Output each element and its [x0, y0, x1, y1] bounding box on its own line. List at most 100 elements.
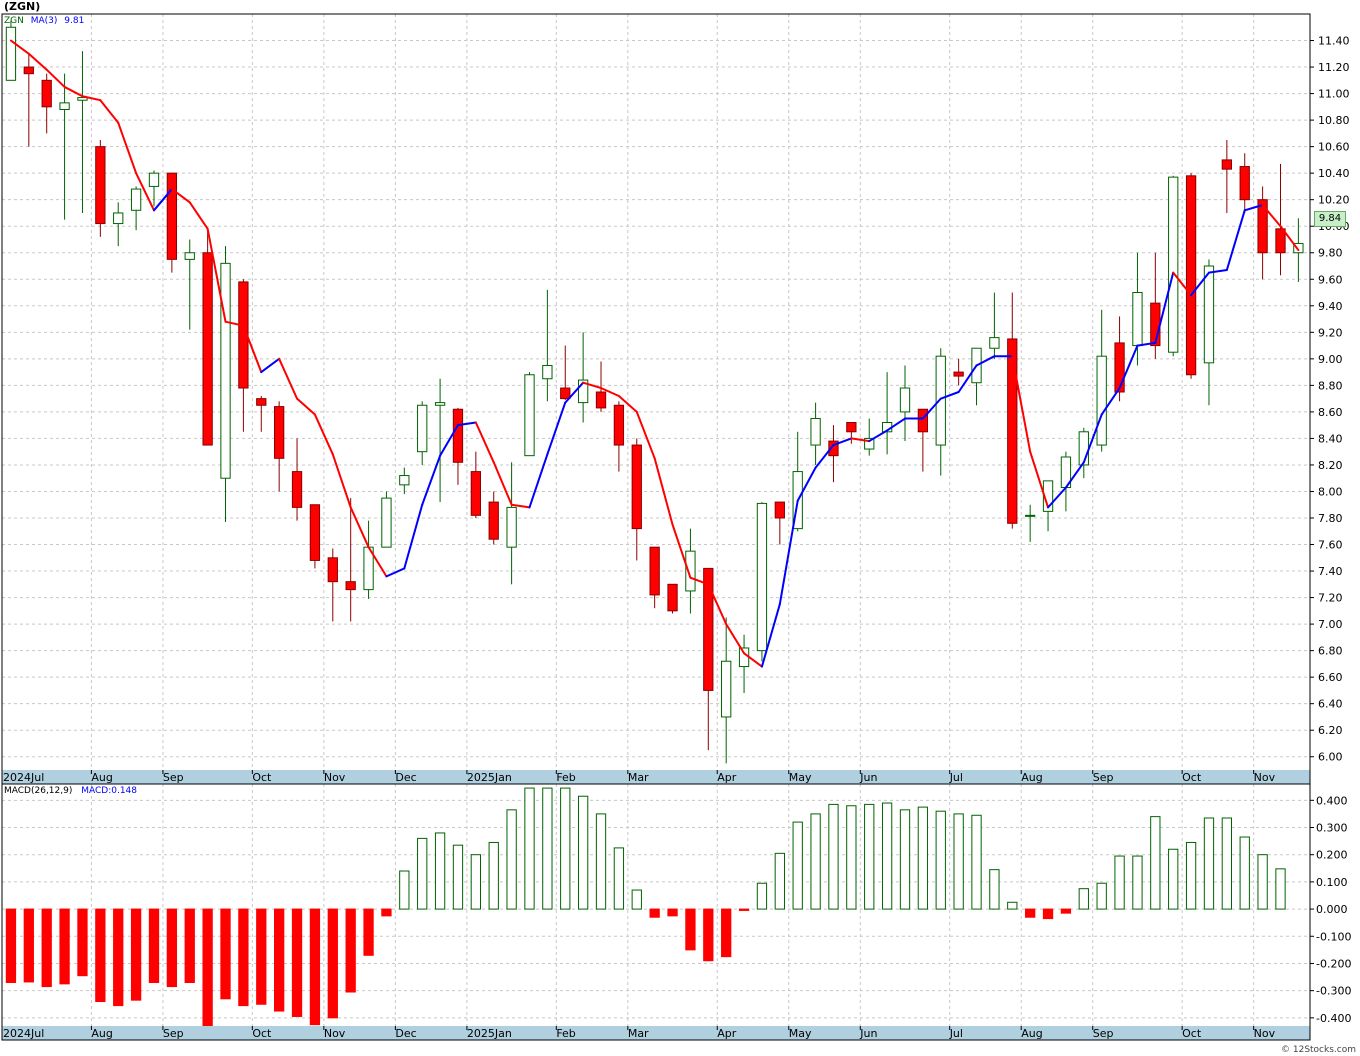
candle [703, 567, 714, 751]
macd-frame [1, 783, 1311, 1041]
price-frame [1, 13, 1311, 785]
y-tick-label: 8.20 [1318, 459, 1343, 472]
y-tick-label: 7.40 [1318, 565, 1343, 578]
candle [23, 53, 34, 147]
ma-segment [1100, 387, 1121, 416]
x-tick-label: Sep [163, 1027, 184, 1040]
ma-segment [939, 391, 960, 400]
macd-bar [595, 813, 607, 910]
ma-segment [1279, 225, 1300, 252]
candle [1185, 173, 1197, 379]
macd-bar [631, 889, 642, 910]
macd-bar [41, 908, 52, 988]
candle-body [1096, 355, 1107, 446]
candle [828, 425, 839, 483]
candle-body [721, 660, 732, 718]
candle [184, 239, 195, 330]
macd-bar [130, 908, 142, 1001]
candle [220, 246, 231, 522]
y-tick-label: 6.00 [1318, 751, 1343, 764]
ma-segment [635, 410, 656, 460]
candle [1239, 153, 1250, 213]
candle-body [703, 567, 714, 691]
macd-bar [881, 802, 893, 910]
macd-bar [274, 908, 285, 1012]
ma-segment [760, 603, 781, 668]
candle [5, 20, 17, 81]
x-tick-label: Apr [717, 1027, 737, 1040]
candle-body [506, 506, 517, 548]
candle-body [613, 404, 625, 446]
macd-bar [1114, 855, 1125, 910]
candle-body [166, 172, 178, 260]
candle-body [470, 471, 481, 516]
ma-segment [1225, 209, 1246, 271]
candle-body [577, 379, 589, 404]
candle [399, 467, 410, 495]
macd-bar [613, 847, 625, 910]
candle-body [935, 355, 946, 446]
macd-bar [1025, 908, 1036, 918]
macd-bar [166, 908, 178, 988]
macd-bar [864, 803, 875, 910]
candle-body [256, 398, 267, 406]
candle [256, 395, 267, 432]
macd-bar [1150, 816, 1161, 910]
price-y-axis: 11.4011.2011.0010.8010.6010.4010.2010.00… [1310, 35, 1350, 764]
candle-body [560, 387, 571, 400]
ma-segment [1154, 271, 1175, 344]
candle [1203, 259, 1215, 406]
candle [899, 365, 911, 442]
macd-bar [989, 869, 1000, 910]
candle [41, 73, 52, 134]
x-tick-label: Aug [1021, 1027, 1042, 1040]
y-tick-label: -0.300 [1316, 985, 1351, 998]
ma-segment [99, 99, 120, 124]
macd-bar [256, 908, 267, 1005]
macd-legend-value: MACD:0.148 [81, 786, 138, 796]
candle [631, 438, 642, 561]
x-tick-label: May [789, 771, 812, 784]
candle [291, 438, 303, 521]
candle-body [399, 475, 410, 486]
macd-bar [327, 908, 338, 1019]
candle [1221, 140, 1233, 213]
macd-bar [417, 837, 428, 910]
ma-segment [814, 444, 835, 469]
y-tick-label: 10.40 [1318, 167, 1350, 180]
candle [77, 51, 88, 213]
candle-body [130, 188, 142, 211]
candle [953, 358, 964, 386]
ma-segment [850, 437, 871, 443]
x-axis-band [2, 770, 1310, 784]
macd-bar [1203, 817, 1215, 910]
y-tick-label: -0.200 [1316, 957, 1351, 970]
y-tick-label: 0.200 [1316, 849, 1348, 862]
candle [1096, 309, 1107, 452]
macd-bar [148, 908, 160, 983]
ma-segment [224, 320, 245, 327]
candle-body [291, 471, 303, 508]
macd-bar [1078, 888, 1089, 910]
x-tick-label: Jul [949, 771, 963, 784]
macd-bar [95, 908, 106, 1003]
y-tick-label: 9.40 [1318, 300, 1343, 313]
y-tick-label: 8.40 [1318, 432, 1343, 445]
candle-body [1293, 242, 1304, 254]
macd-bar [667, 908, 678, 917]
y-tick-label: -0.400 [1316, 1012, 1351, 1025]
ma-segment [170, 188, 191, 204]
ma-segment [456, 421, 477, 427]
price-legend: ZGN MA(3) 9.81 [4, 16, 84, 26]
x-tick-label: Nov [324, 1027, 346, 1040]
x-tick-label: Aug [1021, 771, 1042, 784]
candle [130, 186, 142, 231]
candle-body [631, 444, 642, 530]
y-tick-label: 9.60 [1318, 273, 1343, 286]
macd-bar [899, 809, 911, 910]
ma-segment [1261, 203, 1282, 228]
candle-body [989, 337, 1000, 349]
x-tick-label: Nov [1254, 771, 1276, 784]
ma-segment [313, 413, 334, 456]
